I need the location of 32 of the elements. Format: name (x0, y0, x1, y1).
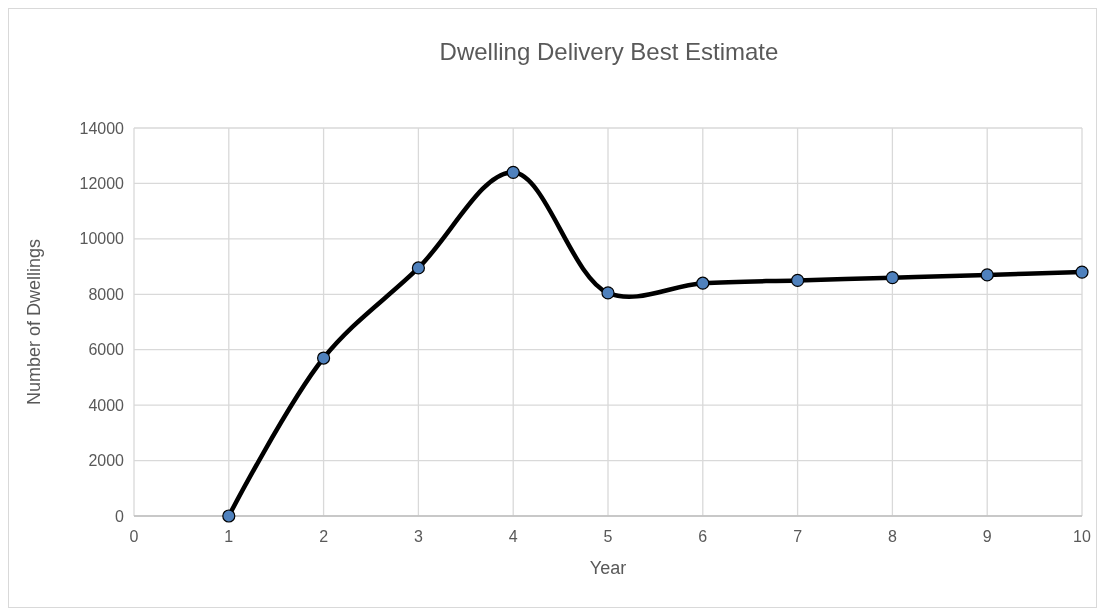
y-tick-label: 8000 (88, 285, 125, 303)
point (696, 276, 710, 290)
y-tick-label: 0 (115, 507, 125, 525)
y-tick-label: 2000 (88, 452, 125, 470)
x-tick-label: 0 (129, 528, 139, 545)
x-tick-label: 2 (319, 528, 329, 545)
chart-title: Dwelling Delivery Best Estimate (439, 38, 779, 65)
x-tick-label: 1 (224, 528, 234, 545)
x-tick-label: 4 (508, 528, 518, 545)
x-tick-label: 5 (603, 528, 613, 545)
x-tick-label: 9 (982, 528, 992, 545)
x-tick-label: 10 (1073, 528, 1091, 545)
point (222, 509, 236, 523)
point (980, 268, 994, 282)
point (317, 351, 331, 365)
y-tick-label: 14000 (79, 119, 125, 137)
y-tick-label: 4000 (88, 396, 125, 414)
y-tick-label: 10000 (79, 230, 125, 248)
x-tick-label: 3 (413, 528, 423, 545)
y-axis-title: Number of Dwellings (24, 238, 44, 406)
point (1075, 265, 1089, 279)
x-tick-label: 8 (887, 528, 897, 545)
point (601, 286, 615, 300)
point (885, 271, 899, 285)
point (791, 273, 805, 288)
x-tick-label: 7 (793, 528, 803, 545)
x-tick-label: 6 (698, 528, 708, 545)
point (506, 165, 520, 179)
point (411, 261, 425, 275)
x-axis-title: Year (589, 558, 627, 578)
y-tick-label: 12000 (79, 175, 125, 193)
y-tick-label: 6000 (88, 341, 125, 359)
